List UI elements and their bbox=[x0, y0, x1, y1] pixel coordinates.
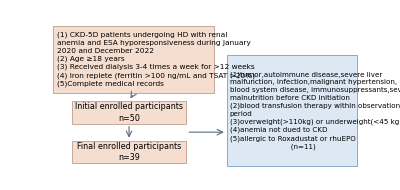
Text: (1) CKD-5D patients undergoing HD with renal
anemia and ESA hyporesponsiveness d: (1) CKD-5D patients undergoing HD with r… bbox=[57, 32, 255, 87]
FancyBboxPatch shape bbox=[227, 55, 357, 166]
FancyBboxPatch shape bbox=[72, 141, 186, 163]
Text: Initial enrolled participants
n=50: Initial enrolled participants n=50 bbox=[75, 102, 183, 123]
FancyBboxPatch shape bbox=[53, 26, 214, 93]
Text: Final enrolled participants
n=39: Final enrolled participants n=39 bbox=[77, 142, 181, 162]
Text: (1)tumor,autoimmune disease,severe liver
malfunction, infection,malignant hypert: (1)tumor,autoimmune disease,severe liver… bbox=[230, 71, 400, 150]
FancyBboxPatch shape bbox=[72, 101, 186, 124]
